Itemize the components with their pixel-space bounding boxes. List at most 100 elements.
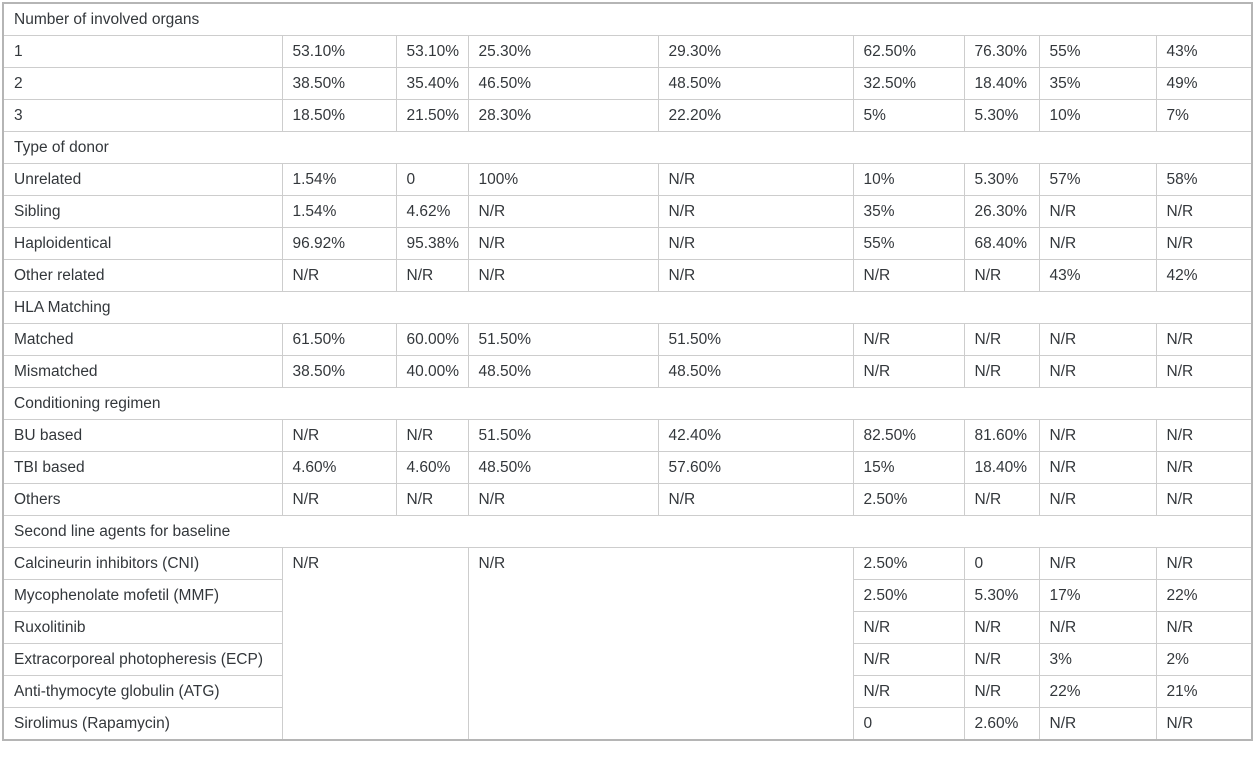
data-cell: 2.50%: [852, 547, 965, 580]
data-cell: 15%: [852, 451, 965, 484]
data-cell: 57%: [1038, 163, 1157, 196]
data-cell: 5.30%: [963, 99, 1040, 132]
data-cell: N/R: [657, 227, 854, 260]
data-cell: 38.50%: [281, 67, 397, 100]
data-cell: 7%: [1155, 99, 1253, 132]
data-cell: N/R: [1155, 611, 1253, 644]
data-cell: 0: [963, 547, 1040, 580]
data-cell: N/R: [395, 483, 469, 516]
data-cell: N/R: [852, 643, 965, 676]
data-cell: 96.92%: [281, 227, 397, 260]
table-row: Sibling 1.54% 4.62% N/R N/R 35% 26.30% N/R N/R: [2, 195, 1253, 228]
table-body: Number of involved organs 1 53.10% 53.10% 25…: [2, 2, 1253, 741]
data-cell: N/R: [657, 483, 854, 516]
data-cell: 5%: [852, 99, 965, 132]
data-cell: 57.60%: [657, 451, 854, 484]
data-cell: N/R: [657, 259, 854, 292]
data-cell: N/R: [963, 483, 1040, 516]
data-cell: 2%: [1155, 643, 1253, 676]
table-row: Anti-thymocyte globulin (ATG) N/R N/R 22% 21…: [2, 675, 1253, 708]
section-header: Conditioning regimen: [2, 387, 1253, 420]
data-cell: N/R: [467, 227, 659, 260]
section-header-row: Conditioning regimen: [2, 387, 1253, 420]
data-cell: N/R: [852, 323, 965, 356]
data-cell: 55%: [1038, 35, 1157, 68]
table-row: Extracorporeal photopheresis (ECP) N/R N/R…: [2, 643, 1253, 676]
table-row: Ruxolitinib N/R N/R N/R N/R: [2, 611, 1253, 644]
data-cell: 35%: [852, 195, 965, 228]
data-cell: 10%: [852, 163, 965, 196]
data-cell: 1.54%: [281, 195, 397, 228]
row-label: Calcineurin inhibitors (CNI): [2, 547, 283, 580]
data-cell: N/R: [467, 483, 659, 516]
data-cell: 32.50%: [852, 67, 965, 100]
data-cell: 40.00%: [395, 355, 469, 388]
data-cell: 17%: [1038, 579, 1157, 612]
row-label: Haploidentical: [2, 227, 283, 260]
row-label: Mycophenolate mofetil (MMF): [2, 579, 283, 612]
table-row: 3 18.50% 21.50% 28.30% 22.20% 5% 5.30% 10% 7%: [2, 99, 1253, 132]
data-cell: N/R: [467, 195, 659, 228]
data-cell: 42.40%: [657, 419, 854, 452]
data-cell: 4.60%: [395, 451, 469, 484]
data-cell: N/R: [1038, 195, 1157, 228]
data-cell: N/R: [1038, 419, 1157, 452]
data-cell: 1.54%: [281, 163, 397, 196]
data-cell: N/R: [963, 355, 1040, 388]
section-header-row: Type of donor: [2, 131, 1253, 164]
row-label: Anti-thymocyte globulin (ATG): [2, 675, 283, 708]
data-cell: 25.30%: [467, 35, 659, 68]
data-cell: 55%: [852, 227, 965, 260]
data-cell: N/R: [1038, 707, 1157, 741]
table-row: TBI based 4.60% 4.60% 48.50% 57.60% 15% 18.40%…: [2, 451, 1253, 484]
data-cell: 48.50%: [657, 355, 854, 388]
row-label: Sibling: [2, 195, 283, 228]
data-cell: 43%: [1038, 259, 1157, 292]
data-cell: 0: [395, 163, 469, 196]
data-cell: 22%: [1038, 675, 1157, 708]
table-row: Mycophenolate mofetil (MMF) 2.50% 5.30% 17%…: [2, 579, 1253, 612]
data-cell: 51.50%: [467, 419, 659, 452]
data-cell: 38.50%: [281, 355, 397, 388]
data-cell: 0: [852, 707, 965, 741]
table-row: Matched 61.50% 60.00% 51.50% 51.50% N/R N/R N/R…: [2, 323, 1253, 356]
data-cell: 48.50%: [467, 355, 659, 388]
row-label: Ruxolitinib: [2, 611, 283, 644]
row-label: Matched: [2, 323, 283, 356]
data-cell: N/R: [395, 419, 469, 452]
data-cell: 49%: [1155, 67, 1253, 100]
data-cell: 26.30%: [963, 195, 1040, 228]
data-cell: N/R: [657, 163, 854, 196]
table-row: Calcineurin inhibitors (CNI) N/R N/R 2.50% 0…: [2, 547, 1253, 741]
data-cell: 43%: [1155, 35, 1253, 68]
data-cell: N/R: [657, 195, 854, 228]
data-cell: 46.50%: [467, 67, 659, 100]
data-cell: 58%: [1155, 163, 1253, 196]
row-label: Unrelated: [2, 163, 283, 196]
data-cell: 61.50%: [281, 323, 397, 356]
data-cell: N/R: [1155, 323, 1253, 356]
data-cell: 18.50%: [281, 99, 397, 132]
data-cell: N/R: [963, 259, 1040, 292]
section-header: Type of donor: [2, 131, 1253, 164]
data-cell: 5.30%: [963, 579, 1040, 612]
data-cell: 4.60%: [281, 451, 397, 484]
table-row: 1 53.10% 53.10% 25.30% 29.30% 62.50% 76.30% 55%…: [2, 35, 1253, 68]
table-row: Haploidentical 96.92% 95.38% N/R N/R 55% 68.40…: [2, 227, 1253, 260]
data-cell: 76.30%: [963, 35, 1040, 68]
data-cell: N/R: [1155, 227, 1253, 260]
row-label: TBI based: [2, 451, 283, 484]
data-cell: 18.40%: [963, 451, 1040, 484]
data-cell: 2.50%: [852, 579, 965, 612]
data-cell: 10%: [1038, 99, 1157, 132]
row-label: Others: [2, 483, 283, 516]
data-cell: 21%: [1155, 675, 1253, 708]
data-cell: N/R: [281, 419, 397, 452]
merged-na-cell-left: N/R: [281, 547, 469, 741]
data-cell: N/R: [1155, 483, 1253, 516]
data-cell: N/R: [395, 259, 469, 292]
data-cell: 35%: [1038, 67, 1157, 100]
section-header-row: Second line agents for baseline: [2, 515, 1253, 548]
data-cell: N/R: [1038, 611, 1157, 644]
row-label: 3: [2, 99, 283, 132]
